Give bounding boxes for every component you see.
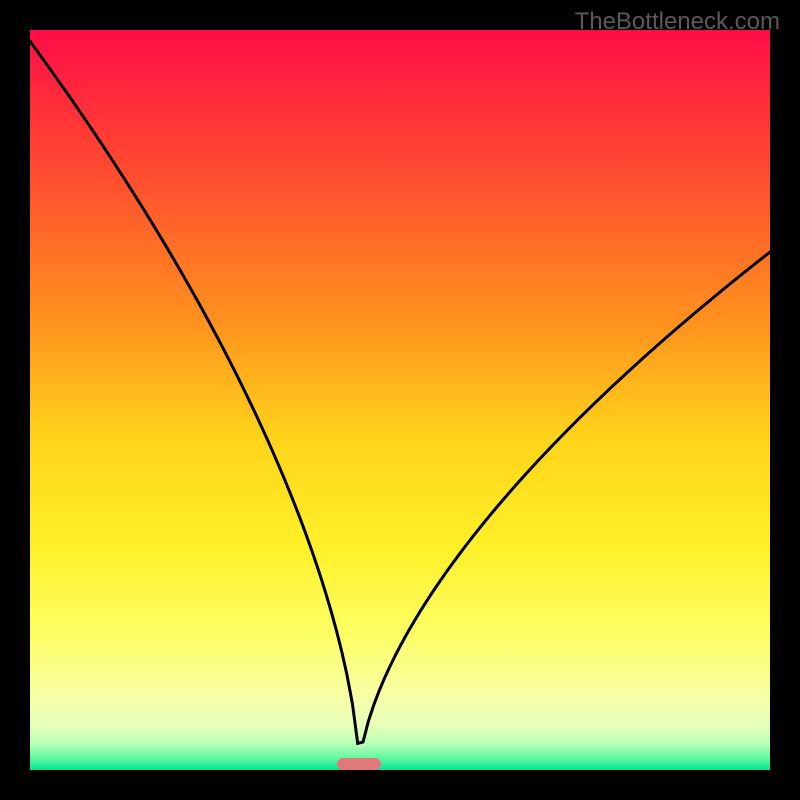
watermark-text: TheBottleneck.com — [575, 8, 780, 36]
curve-layer — [0, 0, 800, 800]
chart-root: TheBottleneck.com — [0, 0, 800, 800]
bottleneck-curve — [30, 41, 770, 743]
optimum-marker — [337, 758, 381, 770]
